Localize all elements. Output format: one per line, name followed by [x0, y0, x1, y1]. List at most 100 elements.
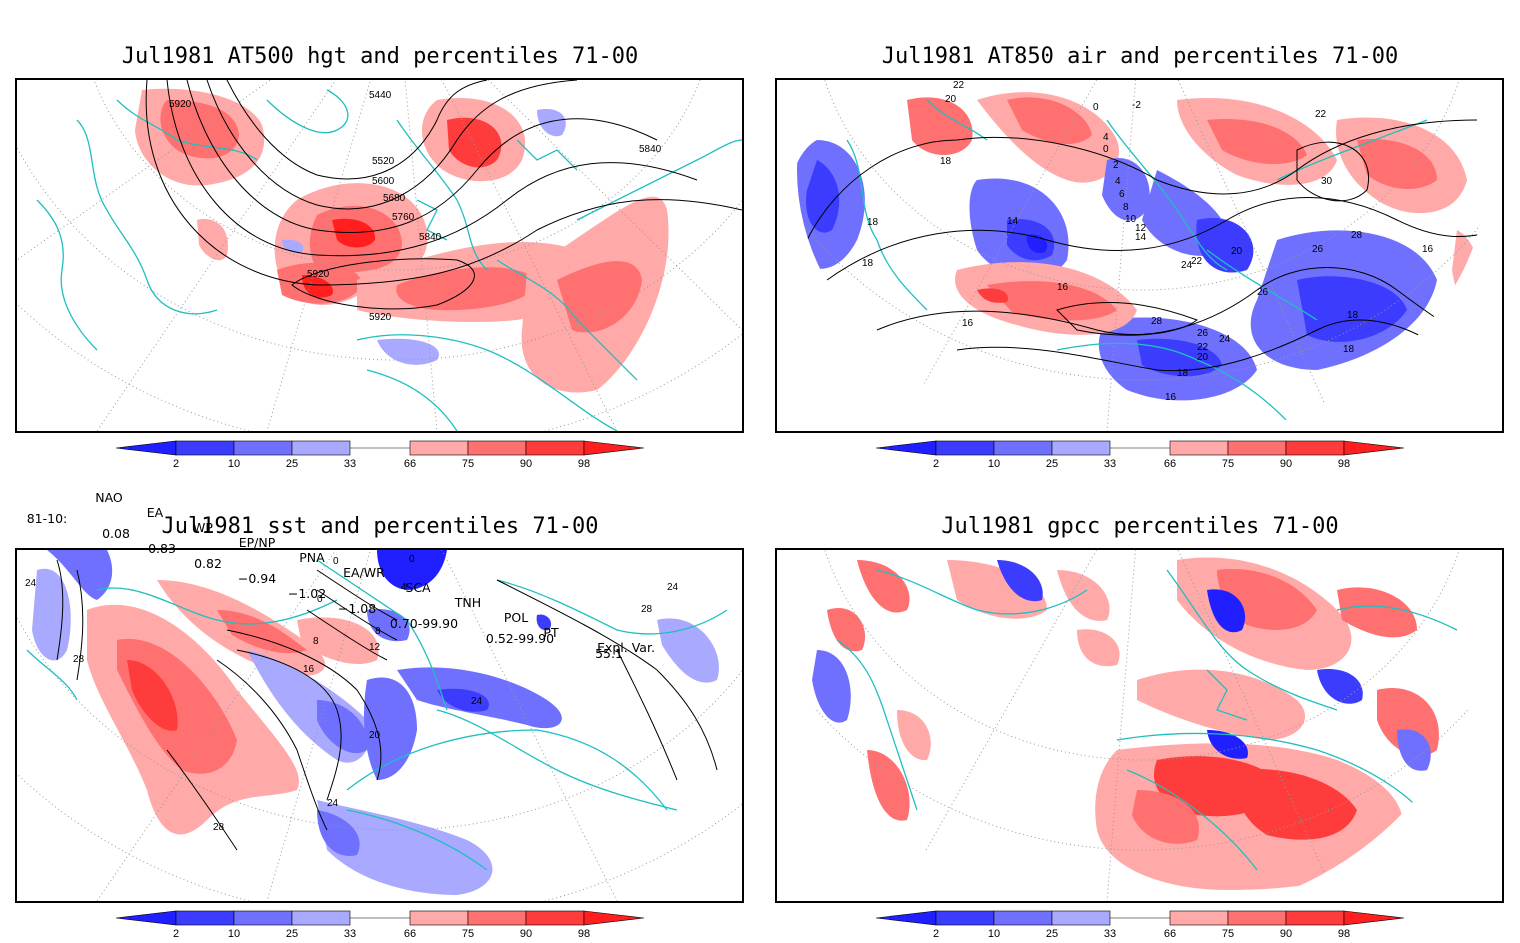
colorbar-tick-label: 25: [286, 928, 298, 939]
contour-label: 26: [1257, 287, 1269, 298]
contour-label: 10: [1125, 214, 1137, 225]
contour-label: 18: [862, 258, 874, 269]
colorbar-segment: [409, 440, 469, 456]
contour-label: 24: [667, 582, 679, 593]
contour-label: 4: [401, 582, 407, 593]
index-value: 55.1: [595, 646, 623, 661]
contour-label: 0: [317, 594, 323, 605]
colorbar-arrow-high: [583, 440, 645, 456]
index-header: SCA: [405, 580, 431, 595]
colorbar-arrow-high: [1343, 910, 1405, 926]
contour-label: 14: [1135, 232, 1147, 243]
contour-label: 16: [1422, 244, 1434, 255]
colorbar-segment: [233, 910, 293, 926]
colorbar-segment: [525, 910, 585, 926]
coastlines: [846, 99, 1428, 431]
colorbar-segment: [233, 440, 293, 456]
colorbar-top-right: 2 10 25 33 66 75 90 98: [875, 439, 1406, 470]
contour-label: 18: [1347, 310, 1359, 321]
index-header: TNH: [454, 595, 482, 610]
contour-label: 8: [375, 626, 381, 637]
colorbar-segment: [1169, 440, 1229, 456]
contour-label: 26: [1312, 244, 1324, 255]
colorbar-segment: [467, 440, 527, 456]
colorbar-segment: [1051, 440, 1111, 456]
panel-title-hgt500: Jul1981 AT500 hgt and percentiles 71-00: [121, 44, 639, 69]
colorbar-tick-label: 25: [286, 458, 298, 469]
contour-label: 6: [1119, 189, 1125, 200]
contour-label: 0: [1103, 144, 1109, 155]
colorbar-segment: [1169, 910, 1229, 926]
height-contours: [145, 80, 742, 310]
colorbar-segment: [993, 440, 1053, 456]
contour-label: 5680: [383, 193, 406, 204]
precip-shading: [812, 557, 1439, 890]
contour-label: 24: [327, 798, 339, 809]
colorbar-arrow-low: [115, 910, 177, 926]
contour-label: 28: [73, 654, 85, 665]
colorbar-segment: [1227, 910, 1287, 926]
colorbar-tick-label: 90: [1280, 928, 1292, 939]
map-air850: 22 20 18 0 -2 4 0 2 4 6 8 10 12 14 14 18…: [775, 78, 1504, 433]
colorbar-tick-label: 75: [1222, 458, 1234, 469]
colorbar-tick-label: 33: [1104, 928, 1116, 939]
colorbar-tick-label: 90: [1280, 458, 1292, 469]
contour-label: 5520: [372, 156, 395, 167]
contour-label: 12: [369, 642, 381, 653]
temperature-contours: [806, 119, 1487, 372]
contour-label: 28: [1351, 230, 1363, 241]
coastlines: [26, 559, 728, 871]
contour-label: 5760: [392, 212, 415, 223]
contour-label: 24: [25, 578, 37, 589]
colorbar-tick-label: 2: [933, 928, 939, 939]
index-value: −1.02: [287, 586, 327, 601]
index-value: 0.08: [102, 526, 130, 541]
colorbar-segment: [409, 910, 469, 926]
indices-header-row: NAO EA WP EP/NP PNA EA/WR SCA TNH POL PT…: [0, 475, 700, 655]
sst-contours: [56, 559, 718, 851]
contour-label: 4: [1103, 132, 1109, 143]
contour-label: 22: [1315, 109, 1327, 120]
indices-value-row: 81-10: 0.08 0.83 0.82 −0.94 −1.02 −1.08 …: [0, 496, 700, 661]
contour-label: 22: [1191, 256, 1203, 267]
contour-label: 2: [1113, 160, 1119, 171]
contour-label: 5920: [169, 99, 192, 110]
colorbar-tick-label: 33: [344, 458, 356, 469]
coastlines: [836, 569, 1458, 871]
map-sst: 24 28 0 0 4 0 8 12 8 16 20 24 24 28 28 2…: [15, 548, 744, 903]
index-header: POL: [503, 610, 529, 625]
contour-label: 16: [962, 318, 974, 329]
contour-label: 22: [1197, 342, 1209, 353]
panel-title-air850: Jul1981 AT850 air and percentiles 71-00: [881, 44, 1399, 69]
colorbar-bottom-left: 2 10 25 33 66 75 90 98: [115, 909, 646, 940]
colorbar-segment: [1285, 910, 1345, 926]
contour-label: 5440: [369, 90, 392, 101]
contour-label: 0: [409, 554, 415, 565]
colorbar-tick-label: 66: [1164, 458, 1176, 469]
contour-label: 28: [213, 822, 225, 833]
colorbar-arrow-low: [875, 910, 937, 926]
map-hgt500: 5920 5440 5520 5600 5680 5760 5840 5840 …: [15, 78, 744, 433]
index-value: 0.83: [148, 541, 176, 556]
index-header: EP/NP: [238, 535, 276, 550]
colorbar-tick-label: 10: [228, 458, 240, 469]
contour-label: 5920: [307, 269, 330, 280]
contour-label: 5840: [419, 232, 442, 243]
contour-label: 26: [1197, 328, 1209, 339]
index-value: 0.52-99.90: [485, 631, 555, 646]
index-value: 0.82: [194, 556, 222, 571]
index-header: EA: [146, 505, 164, 520]
colorbar-tick-label: 10: [988, 928, 1000, 939]
colorbar-tick-label: 90: [520, 928, 532, 939]
index-value: 0.70-99.90: [389, 616, 459, 631]
index-value: −1.08: [337, 601, 377, 616]
colorbar-tick-label: 75: [462, 458, 474, 469]
contour-label: 20: [369, 730, 381, 741]
index-row-label: 81-10:: [26, 511, 68, 526]
colorbar-tick-label: 25: [1046, 928, 1058, 939]
colorbar-tick-label: 33: [344, 928, 356, 939]
colorbar-segment: [1285, 440, 1345, 456]
colorbar-segment: [935, 440, 995, 456]
contour-label: 14: [1007, 216, 1019, 227]
contour-label: -2: [1132, 100, 1141, 111]
